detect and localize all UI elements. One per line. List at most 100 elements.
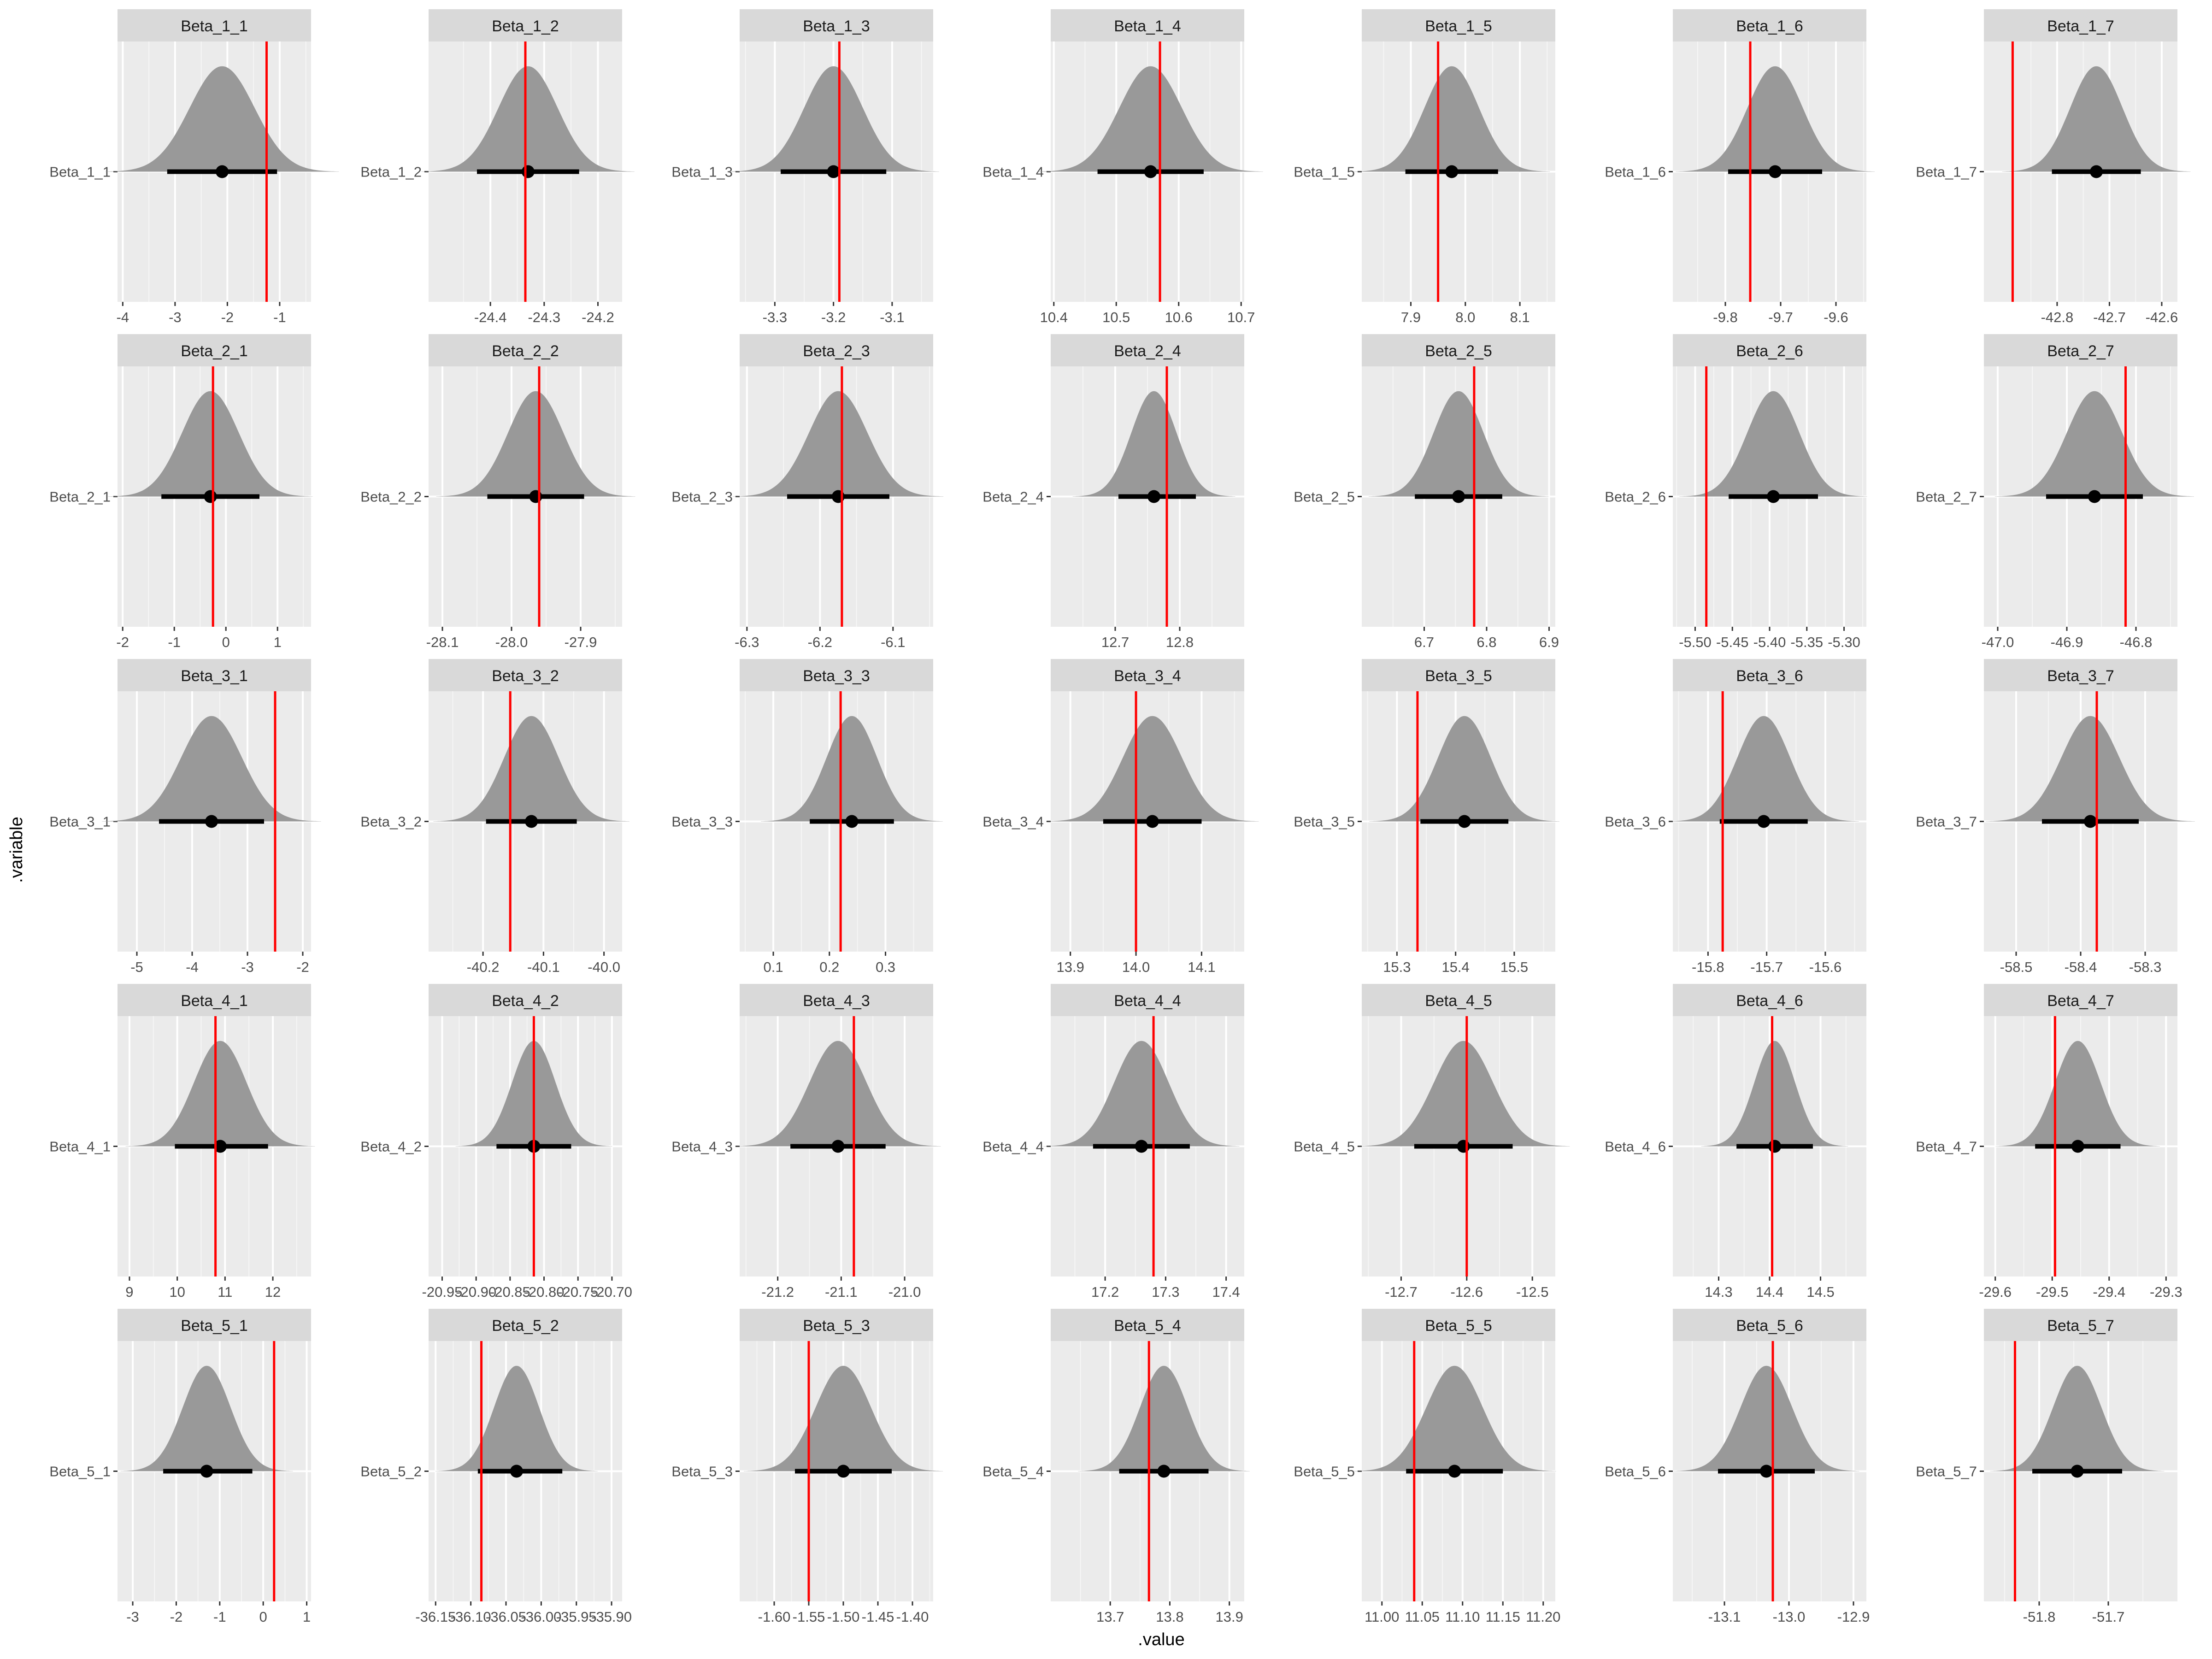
x-tick-label: -3.2 — [821, 309, 846, 325]
x-tick-label: -2 — [221, 309, 234, 325]
x-tick-label: -1 — [273, 309, 286, 325]
x-tick-label: -24.3 — [528, 309, 560, 325]
facet-panel: Beta_3_2 -40.2 -40.1 -40.0 Beta_3_2 — [360, 659, 629, 975]
x-tick-label: 9 — [125, 1284, 133, 1300]
x-tick-label: -20.75 — [558, 1284, 598, 1300]
x-tick-label: -9.7 — [1768, 309, 1793, 325]
x-tick-label: 0 — [222, 634, 230, 650]
x-tick-label: -12.6 — [1450, 1284, 1483, 1300]
facet-strip — [118, 1309, 311, 1341]
y-tick-label: Beta_1_7 — [1916, 164, 1977, 180]
facet-panel: Beta_2_4 12.7 12.8 Beta_2_4 — [982, 334, 1244, 650]
x-axis-title: .value — [1138, 1630, 1184, 1649]
posterior-density — [125, 1041, 315, 1147]
facet-strip — [1673, 659, 1866, 691]
facet-strip — [429, 984, 622, 1016]
x-tick-label: -46.9 — [2051, 634, 2083, 650]
facet-strip-label: Beta_1_6 — [1736, 18, 1803, 35]
x-tick-label: 10.6 — [1165, 309, 1193, 325]
x-tick-label: 11.15 — [1486, 1609, 1520, 1625]
facet-strip — [740, 9, 933, 41]
y-tick-label: Beta_2_6 — [1605, 489, 1666, 505]
posterior-density — [744, 1365, 943, 1471]
y-tick-label: Beta_2_2 — [360, 489, 422, 505]
median-point — [200, 1465, 213, 1478]
facet-strip-label: Beta_3_2 — [492, 667, 559, 685]
x-tick-label: 11.00 — [1365, 1609, 1399, 1625]
x-tick-label: 12.8 — [1166, 634, 1194, 650]
median-point — [1147, 490, 1160, 503]
x-tick-label: 15.5 — [1500, 959, 1528, 975]
median-point — [1768, 1140, 1782, 1153]
y-tick-label: Beta_1_3 — [671, 164, 733, 180]
posterior-density — [421, 66, 635, 172]
median-point — [827, 165, 840, 178]
facet-strip-label: Beta_2_6 — [1736, 342, 1803, 360]
x-tick-label: 10 — [169, 1284, 185, 1300]
posterior-density — [735, 1041, 941, 1147]
x-tick-label: -42.6 — [2146, 309, 2178, 325]
x-tick-label: -36.05 — [486, 1609, 526, 1625]
facet-panel: Beta_3_6 -15.8 -15.7 -15.6 Beta_3_6 — [1605, 659, 1866, 975]
y-tick-label: Beta_2_5 — [1294, 489, 1355, 505]
x-tick-label: 1 — [274, 634, 282, 650]
facet-panel: Beta_1_6 -9.8 -9.7 -9.6 Beta_1_6 — [1605, 9, 1875, 325]
facet-panel: Beta_5_3 -1.60 -1.55 -1.50 -1.45 -1.40 Beta_5_… — [671, 1309, 943, 1625]
facet-panel: Beta_5_6 -13.1 -13.0 -12.9 Beta_5_6 — [1605, 1309, 1870, 1625]
facet-panel: Beta_5_4 13.7 13.8 13.9 Beta_5_4 — [982, 1309, 1250, 1625]
x-tick-label: -9.8 — [1713, 309, 1737, 325]
median-point — [521, 165, 535, 178]
y-tick-label: Beta_3_4 — [982, 814, 1044, 830]
x-tick-label: -35.95 — [556, 1609, 597, 1625]
facet-strip-label: Beta_5_2 — [492, 1317, 559, 1335]
facet-strip-label: Beta_4_2 — [492, 992, 559, 1010]
y-tick-label: Beta_1_4 — [982, 164, 1044, 180]
y-tick-label: Beta_1_5 — [1294, 164, 1355, 180]
facet-strip — [118, 334, 311, 366]
x-tick-label: 6.9 — [1539, 634, 1559, 650]
median-point — [1146, 815, 1159, 828]
x-tick-label: -51.7 — [2092, 1609, 2125, 1625]
x-tick-label: -20.80 — [524, 1284, 565, 1300]
median-point — [205, 815, 218, 828]
facet-strip — [1984, 984, 2177, 1016]
x-tick-label: 0.1 — [763, 959, 783, 975]
x-tick-label: -20.70 — [592, 1284, 632, 1300]
x-tick-label: 11.05 — [1405, 1609, 1440, 1625]
x-tick-label: -15.6 — [1809, 959, 1842, 975]
facet-strip-label: Beta_4_6 — [1736, 992, 1803, 1010]
median-point — [837, 1465, 850, 1478]
facet-strip-label: Beta_1_4 — [1114, 18, 1181, 35]
x-tick-label: 17.2 — [1091, 1284, 1119, 1300]
x-tick-label: -6.3 — [735, 634, 759, 650]
x-tick-label: -13.1 — [1708, 1609, 1741, 1625]
facet-strip-label: Beta_3_7 — [2047, 667, 2114, 685]
x-tick-label: -12.9 — [1837, 1609, 1870, 1625]
y-tick-label: Beta_3_7 — [1916, 814, 1977, 830]
x-tick-label: -6.2 — [808, 634, 832, 650]
posterior-density — [1072, 391, 1235, 497]
facet-strip-label: Beta_5_7 — [2047, 1317, 2114, 1335]
facet-strip-label: Beta_5_4 — [1114, 1317, 1181, 1335]
facet-panel: Beta_5_1 -3 -2 -1 0 1 Beta_5_1 — [49, 1309, 311, 1625]
facet-strip — [118, 984, 311, 1016]
y-tick-label: Beta_4_2 — [360, 1139, 422, 1155]
facet-strip — [1051, 984, 1244, 1016]
posterior-density — [1679, 391, 1867, 497]
facet-strip-label: Beta_5_5 — [1425, 1317, 1492, 1335]
y-axis-title: .variable — [7, 817, 26, 883]
x-tick-label: 13.7 — [1096, 1609, 1124, 1625]
posterior-density — [1353, 66, 1550, 172]
facet-strip — [740, 334, 933, 366]
facet-panel: Beta_2_5 6.7 6.8 6.9 Beta_2_5 — [1294, 334, 1559, 650]
median-point — [1135, 1140, 1148, 1153]
x-tick-label: -27.9 — [565, 634, 597, 650]
facet-panel: Beta_5_2 -36.15-36.10-36.05-36.00-35.95-3… — [360, 1309, 632, 1625]
x-tick-label: -58.5 — [2000, 959, 2033, 975]
posterior-density — [1673, 1365, 1859, 1471]
x-tick-label: 14.5 — [1806, 1284, 1834, 1300]
median-point — [2088, 490, 2101, 503]
x-tick-label: 10.5 — [1102, 309, 1130, 325]
y-tick-label: Beta_4_1 — [49, 1139, 111, 1155]
facet-panel: Beta_2_3 -6.3 -6.2 -6.1 Beta_2_3 — [671, 334, 944, 650]
